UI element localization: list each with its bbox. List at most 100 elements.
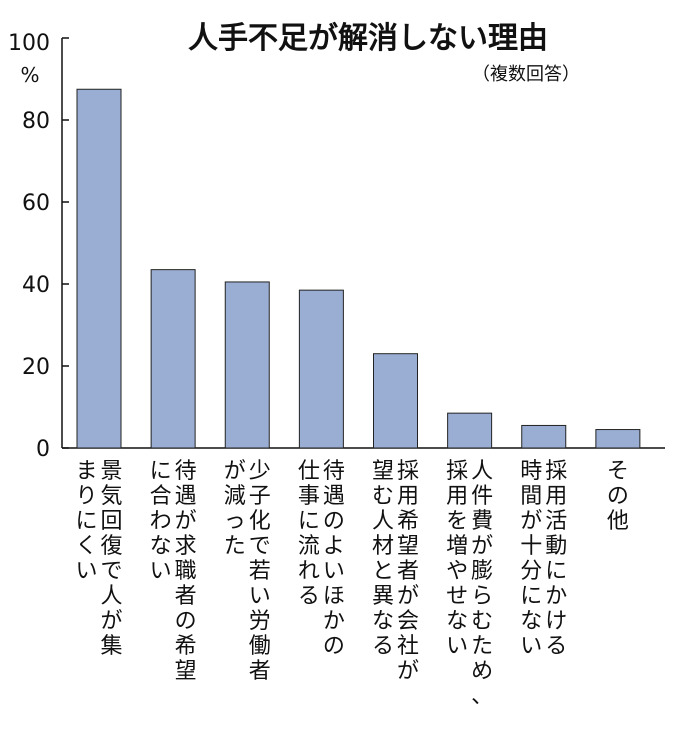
category-label-char: 間 <box>520 484 542 509</box>
category-label-char: か <box>323 609 345 634</box>
category-label-char: 、 <box>471 684 493 709</box>
category-label-char: た <box>471 634 493 659</box>
bar <box>224 281 270 449</box>
bar <box>373 353 418 449</box>
category-label-char: 労 <box>249 609 271 634</box>
category-label-char: に <box>75 509 97 534</box>
category-label-char: せ <box>446 584 468 609</box>
category-label-char: い <box>520 634 542 659</box>
x-category-labels: 景気回復で人が集まりにくい待遇が求職者の希望に合わない少子化で若い労働者が減った… <box>75 459 628 709</box>
category-label-char: 事 <box>298 484 320 509</box>
category-label-char: に <box>545 559 567 584</box>
category-label-char: 気 <box>100 484 122 509</box>
category-label-char: た <box>224 534 246 559</box>
category-label-char: が <box>224 459 246 484</box>
category-label-char: 採 <box>446 459 468 484</box>
category-label-char: の <box>323 509 345 534</box>
category-label-char: 遇 <box>175 484 197 509</box>
category-label-char: ほ <box>323 584 345 609</box>
category-label-char: 採 <box>545 459 567 484</box>
category-label-char: い <box>446 634 468 659</box>
category-label-char: 流 <box>298 534 320 559</box>
y-unit-label: % <box>20 63 39 87</box>
category-label-char: 復 <box>100 534 122 559</box>
category-label-char: が <box>471 534 493 559</box>
category-label-char: 者 <box>249 659 271 684</box>
category-label-char: が <box>175 509 197 534</box>
bar <box>150 269 196 449</box>
category-label-char: に <box>520 584 542 609</box>
category-label-char: 希 <box>175 634 197 659</box>
category-label-char: に <box>150 459 172 484</box>
category-label-char: 動 <box>545 534 567 559</box>
category-label-char: の <box>607 484 629 509</box>
category-label-char: る <box>372 634 394 659</box>
category-label-char: に <box>298 509 320 534</box>
category-label-char: 希 <box>397 509 419 534</box>
category-label-char: 増 <box>446 534 468 559</box>
category-label-char: る <box>545 634 567 659</box>
category-label-char: 材 <box>372 534 394 559</box>
bar <box>76 88 122 449</box>
category-label-char: 働 <box>249 634 271 659</box>
category-label-char: 子 <box>249 484 271 509</box>
category-label-char: む <box>471 609 493 634</box>
chart-title: 人手不足が解消しない理由 <box>188 21 548 56</box>
category-label-char: か <box>545 584 567 609</box>
category-label-char: が <box>397 659 419 684</box>
category-label-char: 集 <box>100 634 122 659</box>
category-label-char: れ <box>298 559 320 584</box>
category-label-char: な <box>446 609 468 634</box>
category-label-char: 望 <box>397 534 419 559</box>
category-label-char: わ <box>150 509 172 534</box>
y-tick-label: 0 <box>36 437 50 462</box>
category-label-char: が <box>397 584 419 609</box>
category-label-char: 合 <box>150 484 172 509</box>
bar <box>298 289 344 449</box>
category-label-char: 分 <box>520 559 542 584</box>
category-label-char: で <box>249 534 271 559</box>
category-label-char: や <box>446 559 468 584</box>
category-label-char: な <box>372 609 394 634</box>
bar <box>521 424 567 449</box>
category-label-char: 少 <box>249 459 271 484</box>
category-label-char: い <box>75 559 97 584</box>
category-label-char: っ <box>224 509 246 534</box>
chart-subtitle: （複数回答） <box>472 64 580 85</box>
category-label-char: ま <box>75 459 97 484</box>
category-label-char: よ <box>323 534 345 559</box>
bar <box>447 412 493 449</box>
category-label-char: の <box>175 609 197 634</box>
category-label-char: り <box>75 484 97 509</box>
category-label-char: 用 <box>446 484 468 509</box>
category-label-char: 望 <box>175 659 197 684</box>
category-label-char: で <box>100 559 122 584</box>
category-label-char: 件 <box>471 484 493 509</box>
category-label-char: 社 <box>397 634 419 659</box>
category-label-char: い <box>323 559 345 584</box>
y-axis: 100 80 60 40 20 0% <box>8 31 665 462</box>
category-label-char: ら <box>471 584 493 609</box>
category-label-char: け <box>545 609 567 634</box>
category-label-char: 採 <box>397 459 419 484</box>
category-label-char: い <box>249 584 271 609</box>
category-label-char: 職 <box>175 559 197 584</box>
category-label-char: を <box>446 509 468 534</box>
category-label-char: 時 <box>520 459 542 484</box>
y-tick-label: 80 <box>22 109 50 134</box>
category-label-char: 回 <box>100 509 122 534</box>
category-label-char: い <box>150 559 172 584</box>
category-label: その他 <box>607 459 629 534</box>
category-label-char: 待 <box>175 459 197 484</box>
category-label-char: 遇 <box>323 484 345 509</box>
category-label-char: 待 <box>323 459 345 484</box>
category-label-char: 活 <box>545 509 567 534</box>
category-label-char: め <box>471 659 493 684</box>
